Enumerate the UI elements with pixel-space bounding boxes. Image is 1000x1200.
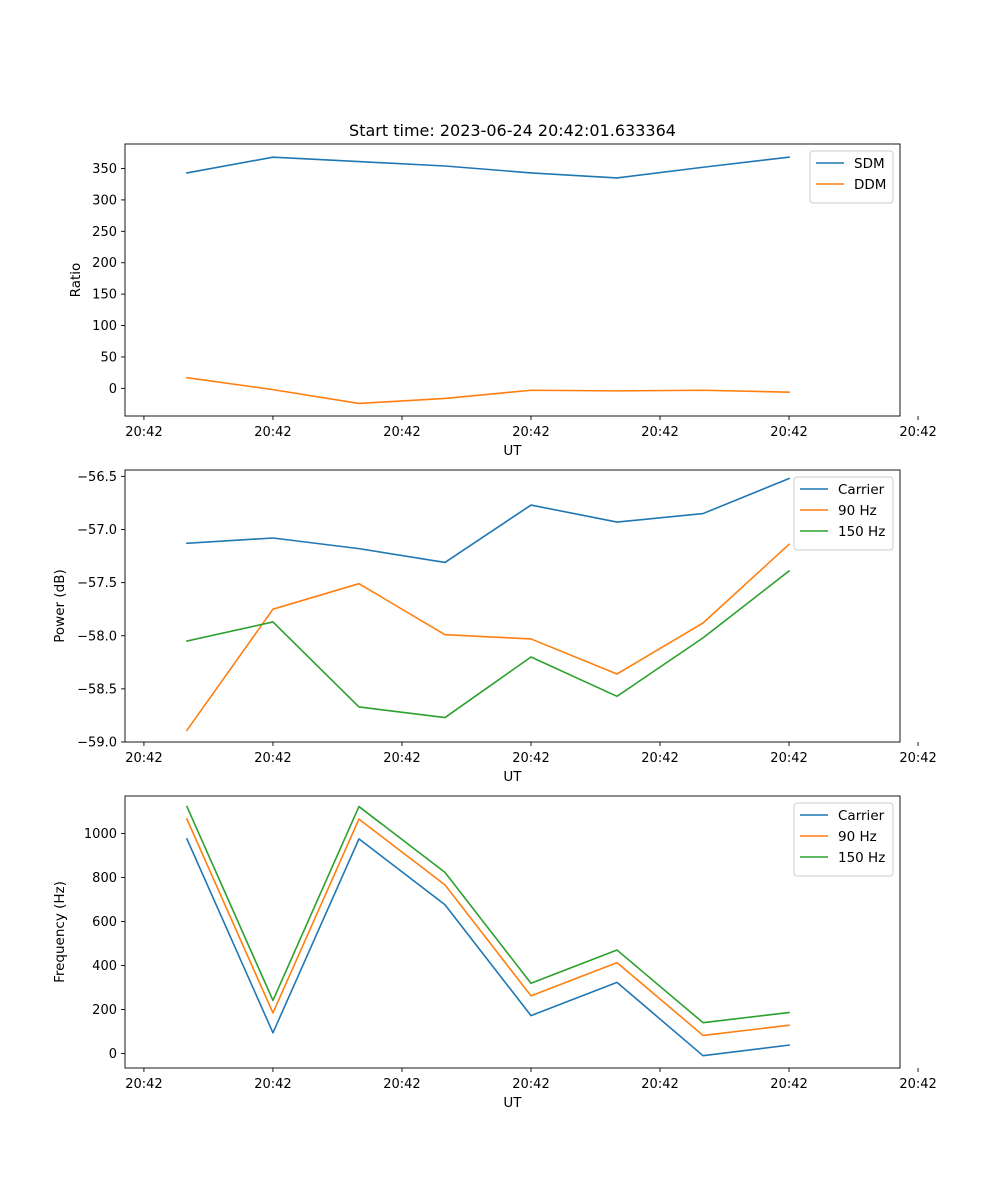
y-tick-label: −59.0 [77, 736, 117, 751]
y-tick-label: 800 [92, 871, 117, 886]
x-tick-label: 20:42 [512, 1077, 549, 1092]
legend-entry: 150 Hz [838, 850, 885, 866]
legend: Carrier 90 Hz 150 Hz [793, 476, 894, 551]
y-tick-label: 600 [92, 915, 117, 930]
x-tick-label: 20:42 [641, 751, 678, 766]
x-tick-label: 20:42 [254, 425, 291, 440]
y-tick-label: 1000 [84, 827, 117, 842]
x-tick-label: 20:42 [383, 751, 420, 766]
y-tick-label: 50 [100, 350, 117, 365]
x-axis-label: UT [503, 443, 522, 459]
x-axis-label: UT [503, 769, 522, 785]
series-line-90-hz [185, 818, 790, 1037]
series-group [185, 477, 791, 732]
x-tick-label: 20:42 [641, 425, 678, 440]
series-line-150-hz [185, 569, 791, 719]
y-tick-label: −56.5 [77, 470, 117, 485]
legend-entry: 90 Hz [838, 503, 877, 519]
x-tick-label: 20:42 [383, 425, 420, 440]
legend-entry: 90 Hz [838, 829, 877, 845]
y-axis-label: Power (dB) [52, 569, 68, 642]
y-tick-label: −58.0 [77, 629, 117, 644]
chart-panel-2: 20:42 20:42 20:42 20:42 20:42 20:42 20:42 −59.0… [52, 469, 937, 785]
y-tick-label: 200 [92, 1003, 117, 1018]
series-line-ddm [186, 376, 790, 405]
series-line-carrier [186, 477, 791, 564]
y-axis-label: Ratio [68, 263, 84, 298]
axes-frame [124, 469, 901, 743]
legend-box [809, 150, 894, 204]
series-line-90-hz [185, 543, 791, 732]
y-tick-label: 100 [92, 319, 117, 334]
x-tick-label: 20:42 [125, 1077, 162, 1092]
legend: Carrier 90 Hz 150 Hz [793, 802, 894, 877]
x-tick-label: 20:42 [770, 751, 807, 766]
x-tick-label: 20:42 [512, 425, 549, 440]
axes-frame [124, 795, 901, 1069]
legend-entry: 150 Hz [838, 524, 885, 540]
chart-title: Start time: 2023-06-24 20:42:01.633364 [349, 121, 676, 140]
legend-entry: Carrier [838, 808, 885, 824]
y-tick-label: 0 [109, 382, 117, 397]
legend: SDM DDM [809, 150, 894, 204]
y-tick-label: −57.0 [77, 523, 117, 538]
x-axis-label: UT [503, 1095, 522, 1111]
series-line-150-hz [185, 805, 790, 1024]
chart-panel-1: Start time: 2023-06-24 20:42:01.633364 20… [68, 121, 937, 459]
x-tick-label: 20:42 [770, 425, 807, 440]
x-tick-label: 20:42 [383, 1077, 420, 1092]
series-group [185, 156, 790, 405]
y-tick-label: 150 [92, 288, 117, 303]
y-axis-label: Frequency (Hz) [52, 881, 68, 983]
x-tick-label: 20:42 [125, 751, 162, 766]
y-tick-label: 350 [92, 162, 117, 177]
x-tick-label: 20:42 [512, 751, 549, 766]
legend-entry: Carrier [838, 482, 885, 498]
y-tick-label: −58.5 [77, 682, 117, 697]
y-tick-label: 200 [92, 256, 117, 271]
x-tick-label: 20:42 [254, 1077, 291, 1092]
axes-frame [124, 143, 901, 417]
x-tick-label: 20:42 [254, 751, 291, 766]
series-group [185, 805, 790, 1057]
series-line-carrier [185, 837, 790, 1057]
y-tick-label: 400 [92, 959, 117, 974]
y-tick-label: 250 [92, 225, 117, 240]
y-tick-label: −57.5 [77, 576, 117, 591]
y-tick-label: 0 [109, 1047, 117, 1062]
series-line-sdm [185, 156, 790, 179]
x-tick-label: 20:42 [899, 751, 936, 766]
x-tick-label: 20:42 [899, 1077, 936, 1092]
x-tick-label: 20:42 [641, 1077, 678, 1092]
x-tick-label: 20:42 [899, 425, 936, 440]
x-tick-label: 20:42 [770, 1077, 807, 1092]
y-tick-label: 300 [92, 193, 117, 208]
x-tick-label: 20:42 [125, 425, 162, 440]
legend-entry: SDM [854, 156, 885, 172]
legend-entry: DDM [854, 177, 886, 193]
chart-panel-3: 20:42 20:42 20:42 20:42 20:42 20:42 20:42 0 200 4… [52, 795, 937, 1111]
